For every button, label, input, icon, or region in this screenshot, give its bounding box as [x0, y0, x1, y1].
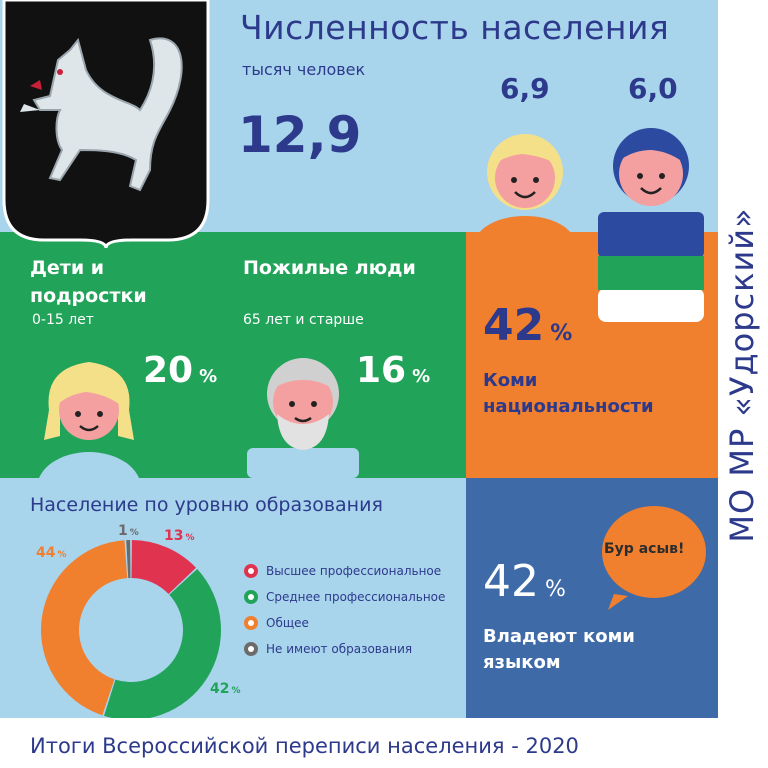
legend-marker-general: [244, 616, 258, 630]
elderly-percent-sign: %: [412, 366, 431, 387]
footer-caption: Итоги Всероссийской переписи населения -…: [30, 734, 579, 758]
children-percent-sign: %: [199, 366, 218, 387]
elderly-percent: 16%: [356, 350, 430, 391]
elderly-percent-value: 16: [356, 350, 407, 391]
girl-icon: [39, 362, 139, 478]
population-title: Численность населения: [240, 8, 670, 47]
komi-nationality-label: Коми национальности: [483, 370, 654, 417]
legend-marker-higher: [244, 564, 258, 578]
chart-title: Население по уровню образования: [30, 494, 383, 516]
komi-language-label: Владеют коми языком: [483, 626, 635, 673]
children-percent-value: 20: [143, 350, 194, 391]
population-unit: тысяч человек: [242, 60, 366, 79]
population-total: 12,9: [238, 106, 362, 164]
slice-higher-label: 13%: [164, 528, 195, 544]
slice-secondary-label: 42%: [210, 681, 241, 697]
slice-higher: [131, 540, 196, 595]
speech-bubble-text: Бур асыв!: [604, 541, 685, 557]
legend-item-higher: Высшее профессиональное: [244, 562, 441, 580]
municipality-title: МО МР «Удорский»: [723, 207, 761, 543]
slice-secondary: [104, 569, 221, 718]
man-icon: [598, 128, 704, 322]
female-population: 6,9: [500, 72, 550, 105]
legend-label-general: Общее: [266, 616, 309, 630]
legend-marker-secondary: [244, 590, 258, 604]
komi-nationality-percent-sign: %: [550, 321, 573, 346]
legend-label-secondary: Среднее профессиональное: [266, 590, 446, 604]
slice-none: [126, 540, 131, 579]
slice-general-label: 44%: [36, 545, 67, 561]
legend-item-none: Не имеют образования: [244, 640, 412, 658]
komi-nationality-percent: 42%: [483, 300, 572, 351]
elderly-man-icon: [247, 358, 359, 478]
komi-language-percent: 42%: [483, 556, 566, 607]
komi-language-percent-sign: %: [545, 577, 566, 602]
legend-marker-none: [244, 642, 258, 656]
children-age-range: 0-15 лет: [32, 312, 94, 328]
woman-icon: [477, 134, 573, 235]
speech-bubble-icon: [602, 506, 706, 610]
children-percent: 20%: [143, 350, 217, 391]
education-donut-chart: [40, 540, 221, 718]
slice-none-label: 1%: [118, 523, 139, 539]
legend-label-higher: Высшее профессиональное: [266, 564, 442, 578]
legend-item-general: Общее: [244, 614, 309, 632]
elderly-label: Пожилые люди: [243, 257, 416, 279]
slice-general: [40, 540, 128, 716]
legend-item-secondary: Среднее профессиональное: [244, 588, 445, 606]
legend-label-none: Не имеют образования: [266, 642, 413, 656]
children-label: Дети и подростки: [30, 257, 147, 307]
male-population: 6,0: [628, 72, 678, 105]
elderly-age-range: 65 лет и старше: [243, 312, 364, 328]
komi-nationality-percent-value: 42: [483, 300, 545, 351]
komi-language-percent-value: 42: [483, 556, 539, 607]
coat-of-arms-fox-icon: [2, 0, 210, 248]
